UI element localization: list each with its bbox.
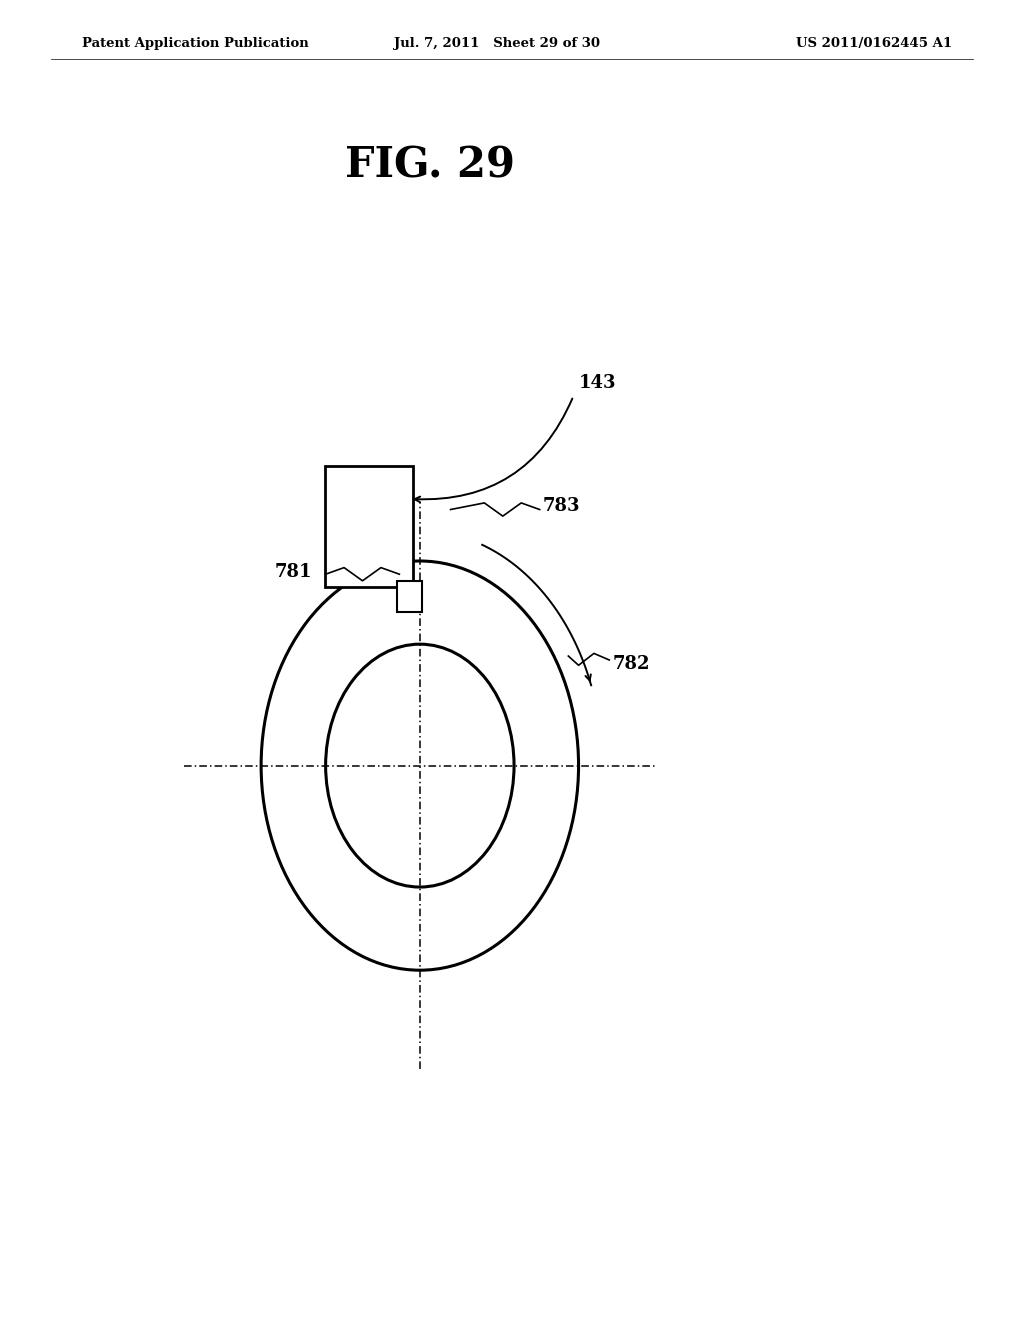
Bar: [325, 466, 413, 587]
Text: 783: 783: [543, 496, 581, 515]
Bar: [397, 581, 422, 612]
Text: FIG. 29: FIG. 29: [345, 144, 515, 186]
Text: US 2011/0162445 A1: US 2011/0162445 A1: [797, 37, 952, 50]
Text: Jul. 7, 2011   Sheet 29 of 30: Jul. 7, 2011 Sheet 29 of 30: [394, 37, 600, 50]
Text: Patent Application Publication: Patent Application Publication: [82, 37, 308, 50]
Text: 781: 781: [274, 562, 312, 581]
Text: 143: 143: [579, 374, 616, 392]
Text: 782: 782: [612, 655, 650, 673]
